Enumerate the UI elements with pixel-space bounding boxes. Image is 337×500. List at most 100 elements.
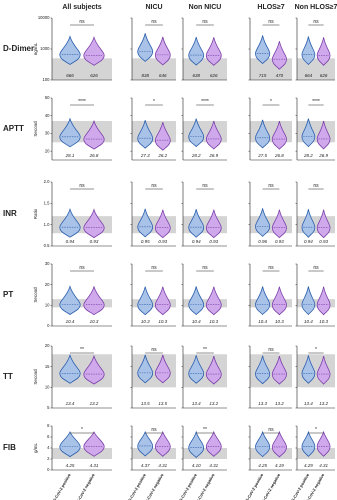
y-tick-label: 50 [45,95,50,100]
violin [137,33,154,62]
unit-label: Second [33,369,38,385]
median-label: 27.5 [257,153,267,158]
sig-label: ns [151,19,157,25]
violin [83,35,105,66]
median-label: 0.94 [192,239,201,244]
median-label: 0.93 [90,239,99,244]
median-label: 626 [210,73,218,78]
violin [59,431,81,458]
y-tick-label: 40 [45,113,50,118]
reference-band [132,299,176,308]
median-label: 13.2 [275,401,284,406]
violin [59,35,81,65]
violin [255,35,271,65]
y-tick-label: 5 [47,405,50,410]
group-label: SARS-CoV-2 positive [123,472,148,500]
violin [205,209,222,239]
median-label: 0.94 [66,239,75,244]
reference-band [297,58,335,80]
violin [83,285,105,316]
column-title: NICU [145,4,162,11]
median-label: 13.2 [90,401,99,406]
violin [316,120,331,150]
median-label: 0.93 [275,239,284,244]
sig-label: * [315,427,317,433]
violin [271,286,287,316]
y-tick-label: 0.5 [44,243,50,248]
violin [255,119,271,149]
sig-label: **** [312,99,320,105]
sig-label: ns [79,265,85,271]
median-label: 626 [90,73,98,78]
median-label: 10.3 [209,319,218,324]
sig-label: * [81,427,83,433]
unit-label: Ratio [33,208,38,219]
sig-label: ns [313,19,319,25]
median-label: 4.19 [275,463,284,468]
y-tick-label: 30 [45,131,50,136]
reference-band [52,299,112,308]
column-title: Non NICU [189,4,222,11]
median-label: 10.4 [258,319,267,324]
sig-label: ns [202,265,208,271]
y-tick-label: 10 [45,302,50,307]
violin [154,209,171,239]
median-label: 28.2 [191,153,201,158]
reference-band [52,58,112,80]
median-label: 10.3 [90,319,99,324]
violin [316,209,331,239]
row-label: PT [3,290,13,299]
group-label: SARS-CoV-2 positive [174,472,199,500]
median-label: 28.2 [303,153,313,158]
y-tick-label: 2 [47,456,50,461]
violin [301,209,316,238]
median-label: 715 [259,73,267,78]
median-label: 664 [305,73,313,78]
sig-label: ns [151,427,157,433]
y-tick-label: 4 [47,445,50,450]
violin [59,117,81,148]
column-title: HLOS≥7 [257,4,284,11]
violin [188,118,205,148]
y-tick-label: 2.0 [44,179,50,184]
y-tick-label: 15 [45,364,50,369]
reference-band [132,448,176,459]
median-label: 10.4 [304,319,313,324]
violin [271,121,287,150]
row-label: APTT [3,124,24,133]
y-tick-label: 0 [47,323,50,328]
violin [271,356,287,385]
sig-label: ** [203,347,207,353]
sig-label: * [270,99,272,105]
sig-label: **** [78,99,86,105]
violin [59,353,81,384]
y-tick-label: 20 [45,148,50,153]
row-label: TT [3,372,13,381]
sig-label: ns [151,347,157,353]
sig-label: ** [203,427,207,433]
median-label: 0.93 [319,239,328,244]
group-label: SARS-CoV-2 negative [71,472,96,500]
median-label: 0.96 [258,239,267,244]
violin [205,37,222,66]
sig-label: * [315,347,317,353]
violin [83,208,105,239]
median-label: 4.10 [192,463,201,468]
violin [154,36,171,66]
violin [255,286,271,316]
sig-label: ns [151,183,157,189]
violin [301,286,316,316]
unit-label: g/mL [33,443,38,454]
group-label: SARS-CoV-2 positive [47,472,72,500]
reference-band [297,299,335,308]
violin [316,286,331,316]
median-label: 10.3 [158,319,167,324]
y-tick-label: 20 [45,343,50,348]
median-label: 4.37 [141,463,150,468]
violin [188,430,205,459]
violin [301,355,316,384]
violin [137,286,154,316]
violin [316,37,331,66]
median-label: 13.3 [258,401,267,406]
